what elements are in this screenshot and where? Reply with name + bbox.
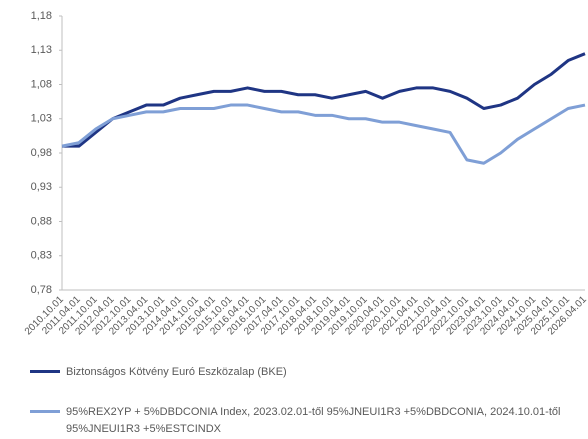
- y-tick-label: 1,13: [31, 44, 52, 56]
- y-tick-label: 1,18: [31, 10, 52, 22]
- y-tick-label: 0,78: [31, 284, 52, 296]
- legend-label: 95%REX2YP + 5%DBDCONIA Index, 2023.02.01…: [66, 406, 561, 435]
- y-tick-label: 0,88: [31, 215, 52, 227]
- legend-item: Biztonságos Kötvény Euró Eszközalap (BKE…: [30, 364, 580, 381]
- legend-swatch: [30, 410, 60, 413]
- y-tick-label: 0,83: [31, 250, 52, 262]
- y-tick-label: 1,03: [31, 113, 52, 125]
- chart: 0,780,830,880,930,981,031,081,131,182010…: [23, 10, 588, 337]
- legend-label: Biztonságos Kötvény Euró Eszközalap (BKE…: [66, 366, 287, 378]
- series-line: [61, 103, 586, 165]
- series-line: [62, 52, 586, 148]
- y-tick-label: 0,98: [31, 147, 52, 159]
- y-tick-label: 1,08: [31, 78, 52, 90]
- legend-swatch: [30, 370, 60, 373]
- legend-item: 95%REX2YP + 5%DBDCONIA Index, 2023.02.01…: [30, 404, 580, 438]
- y-tick-label: 0,93: [31, 181, 52, 193]
